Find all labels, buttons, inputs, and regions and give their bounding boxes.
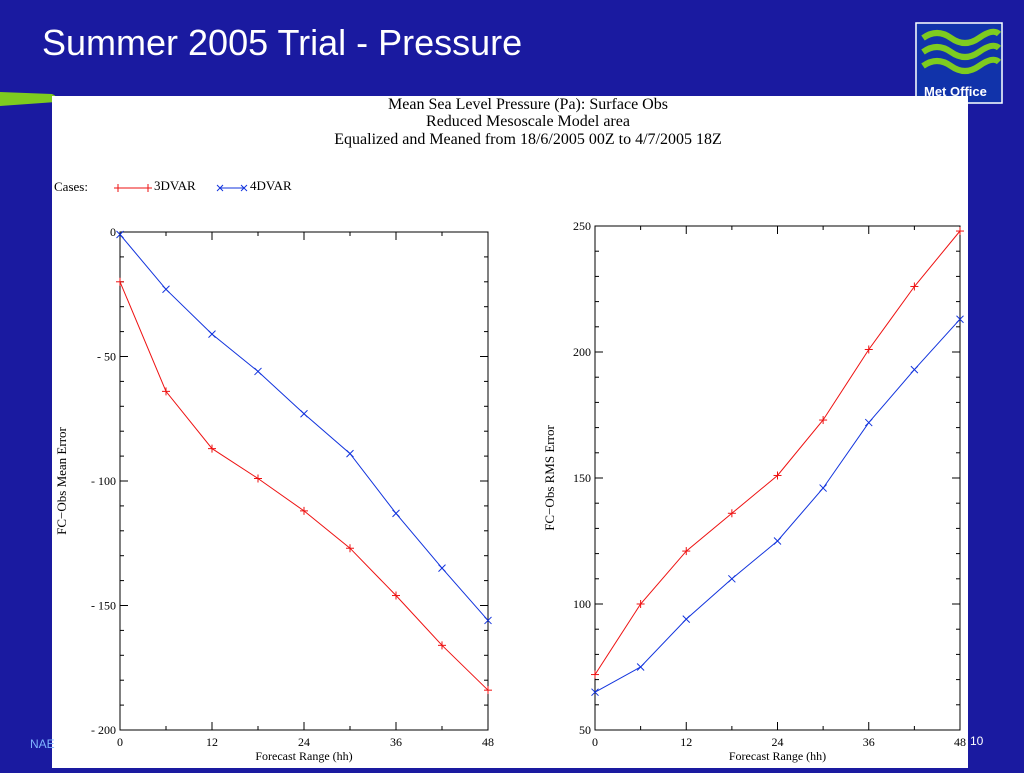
data-point-3dvar: [346, 544, 354, 553]
data-point-4dvar: [956, 315, 964, 324]
data-point-3dvar: [864, 345, 873, 354]
y-tick-label: - 100: [91, 474, 116, 488]
data-point-3dvar: [254, 474, 262, 483]
data-point-4dvar: [728, 574, 736, 583]
x-tick-label: 48: [482, 735, 494, 749]
met-office-logo-icon: [915, 22, 1003, 104]
data-point-4dvar: [392, 509, 400, 518]
data-point-3dvar: [208, 444, 216, 453]
data-point-3dvar: [910, 282, 919, 291]
x-axis-label: Forecast Range (hh): [729, 749, 826, 763]
data-point-4dvar: [254, 367, 262, 376]
legend-marker-4dvar: [216, 184, 248, 192]
data-point-4dvar: [682, 615, 691, 623]
data-point-3dvar: [438, 641, 446, 650]
data-point-4dvar: [591, 688, 599, 697]
data-point-3dvar: [162, 387, 170, 396]
data-point-4dvar: [910, 365, 919, 374]
data-point-4dvar: [819, 484, 827, 492]
data-point-3dvar: [636, 600, 645, 608]
legend-marker-3dvar: [114, 184, 152, 192]
data-point-4dvar: [162, 285, 170, 294]
y-tick-label: 150: [573, 471, 591, 485]
y-axis-label: FC−Obs RMS Error: [542, 425, 557, 531]
chart-1: 0 12 24 36 48 0 - 50 - 100 - 150 - 200 Forecast Ra…: [54, 225, 494, 763]
series-line-3dvar: [594, 230, 961, 675]
data-point-3dvar: [819, 416, 828, 425]
y-axis-label: FC−Obs Mean Error: [54, 426, 69, 534]
chart-header-line1: Mean Sea Level Pressure (Pa): Surface Ob…: [388, 96, 668, 113]
x-tick-label: 0: [592, 735, 598, 749]
data-point-4dvar: [208, 330, 216, 338]
x-tick-label: 12: [680, 735, 692, 749]
y-tick-label: 0: [110, 225, 116, 239]
chart-canvas: Mean Sea Level Pressure (Pa): Surface Ob…: [54, 96, 966, 763]
data-point-3dvar: [484, 686, 492, 695]
data-point-3dvar: [956, 227, 964, 236]
x-tick-label: 12: [206, 735, 218, 749]
x-tick-label: 24: [298, 735, 310, 749]
data-point-4dvar: [773, 537, 782, 545]
x-tick-label: 48: [954, 735, 966, 749]
footer-label: NAE: [30, 737, 55, 751]
chart-panel: Mean Sea Level Pressure (Pa): Surface Ob…: [52, 96, 968, 768]
data-point-3dvar: [392, 591, 400, 600]
series-line-4dvar: [119, 234, 489, 621]
data-point-4dvar: [484, 616, 492, 625]
y-tick-label: 200: [573, 345, 591, 359]
data-point-4dvar: [346, 449, 354, 458]
data-point-3dvar: [300, 506, 308, 515]
data-point-4dvar: [636, 663, 645, 671]
green-swoosh-decoration: [0, 92, 57, 106]
legend: Cases: 3DVAR 4DVAR: [54, 178, 292, 194]
y-tick-label: 250: [573, 219, 591, 233]
chart-header-line2: Reduced Mesoscale Model area: [426, 113, 630, 130]
x-tick-label: 36: [390, 735, 402, 749]
y-tick-label: - 150: [91, 599, 116, 613]
logo-text: Met Office: [924, 84, 987, 99]
data-point-4dvar: [300, 409, 308, 418]
x-tick-label: 0: [117, 735, 123, 749]
legend-item-3dvar: 3DVAR: [154, 178, 196, 193]
chart-2: 0 12 24 36 48 250 200 150 100 50 Forecast Range (h…: [542, 219, 966, 763]
data-point-3dvar: [591, 670, 599, 679]
data-point-3dvar: [116, 277, 124, 286]
series-line-3dvar: [119, 281, 489, 691]
x-tick-label: 36: [863, 735, 875, 749]
plots: 0 12 24 36 48 0 - 50 - 100 - 150 - 200 Forecast Ra…: [54, 219, 966, 763]
data-point-4dvar: [438, 564, 446, 573]
y-tick-label: 50: [579, 723, 591, 737]
slide-title: Summer 2005 Trial - Pressure: [42, 22, 523, 63]
chart-header-line3: Equalized and Meaned from 18/6/2005 00Z …: [334, 131, 721, 148]
data-point-4dvar: [864, 418, 873, 427]
y-tick-label: 100: [573, 597, 591, 611]
plot-frame: [119, 231, 489, 731]
data-point-3dvar: [773, 471, 782, 480]
data-point-4dvar: [116, 230, 124, 239]
data-point-3dvar: [727, 509, 736, 518]
data-point-3dvar: [682, 547, 691, 556]
series-line-4dvar: [594, 318, 961, 693]
legend-item-4dvar: 4DVAR: [250, 178, 292, 193]
y-tick-label: - 50: [97, 350, 116, 364]
y-tick-label: - 200: [91, 723, 116, 737]
x-tick-label: 24: [772, 735, 784, 749]
x-axis-label: Forecast Range (hh): [255, 749, 352, 763]
page-number: 10: [970, 734, 984, 748]
legend-label: Cases:: [54, 179, 88, 194]
